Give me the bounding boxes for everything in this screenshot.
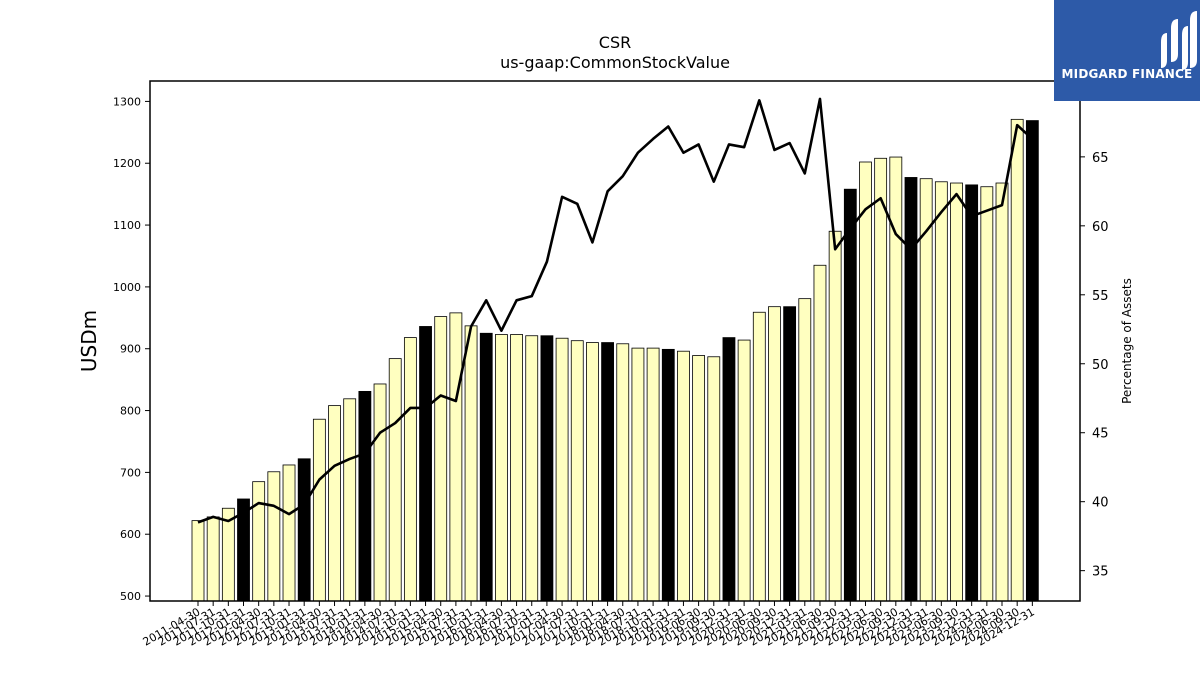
y-tick-label: 500 — [120, 590, 141, 603]
bar-group — [191, 118, 1039, 602]
y-tick-label: 900 — [120, 343, 141, 356]
y-tick-label: 1100 — [113, 219, 141, 232]
bar-2019-06-30 — [692, 355, 706, 602]
bar-2018-10-31 — [646, 347, 660, 602]
bar-2019-03-31 — [677, 350, 690, 602]
bar-2015-01-31 — [419, 326, 432, 602]
bar-2021-09-30 — [828, 230, 842, 602]
bar-2024-09-30 — [1010, 118, 1024, 602]
brand-name: MIDGARD FINANCE — [1061, 67, 1193, 81]
bar-2021-06-30 — [813, 264, 827, 602]
bar-2017-01-31 — [540, 335, 554, 602]
bar-2020-03-31 — [737, 339, 751, 602]
bar-2022-03-31 — [859, 161, 872, 602]
bar-2015-04-30 — [434, 316, 448, 602]
bar-2015-07-31 — [449, 312, 463, 602]
bar-2014-04-30 — [373, 383, 387, 602]
bar-2016-01-31 — [479, 332, 493, 602]
bar-2017-10-31 — [586, 342, 599, 602]
bar-2021-03-31 — [798, 298, 812, 602]
y2-axis-label: Percentage of Assets — [1120, 278, 1134, 404]
plot-frame — [149, 80, 1081, 602]
bar-2019-09-30 — [707, 356, 721, 602]
bar-2017-04-30 — [555, 337, 569, 602]
y2-tick-label: 40 — [1092, 496, 1109, 511]
y2-tick-label: 65 — [1092, 151, 1109, 166]
bar-2018-07-31 — [631, 347, 645, 602]
bar-2022-12-31 — [904, 177, 918, 602]
bar-2024-12-31 — [1025, 120, 1039, 602]
y-tick-label: 1000 — [113, 281, 141, 294]
bar-2024-03-31 — [980, 186, 994, 602]
bar-2016-10-31 — [525, 335, 539, 602]
bar-2014-10-31 — [403, 337, 417, 602]
bar-2023-09-30 — [950, 182, 963, 602]
bar-2014-07-31 — [388, 358, 402, 602]
brand-logo: MIDGARD FINANCE — [1054, 0, 1200, 101]
bar-2012-07-31 — [267, 471, 281, 602]
bar-2015-10-31 — [464, 325, 478, 602]
bar-2012-04-30 — [252, 481, 266, 602]
bar-2018-01-31 — [601, 342, 614, 602]
y-tick-label: 1200 — [113, 157, 141, 170]
bar-2023-06-30 — [934, 181, 948, 602]
y-tick-label: 600 — [120, 528, 141, 541]
x-axis: 2011-04-302011-07-312011-10-312012-01-31… — [141, 601, 1037, 649]
bar-2016-07-31 — [510, 334, 523, 602]
bar-2012-10-31 — [282, 464, 296, 602]
y2-tick-label: 50 — [1092, 358, 1109, 373]
y2-tick-label: 60 — [1092, 220, 1109, 235]
bar-2011-04-30 — [191, 520, 205, 602]
bar-2013-04-30 — [312, 418, 326, 602]
y2-tick-label: 35 — [1092, 565, 1109, 580]
line-group — [197, 97, 1034, 524]
y-tick-label: 700 — [120, 466, 141, 479]
bar-2013-10-31 — [343, 398, 357, 602]
bar-2020-06-30 — [752, 311, 766, 602]
right-axis: 35 40 45 50 55 60 65 — [1080, 151, 1109, 580]
bar-2021-12-31 — [843, 188, 857, 602]
bar-2016-04-30 — [494, 334, 508, 602]
bar-2024-06-30 — [995, 182, 1009, 602]
bar-2023-12-31 — [965, 184, 979, 602]
line-series-percentage-of-assets — [197, 97, 1034, 524]
bar-2017-07-31 — [570, 340, 584, 602]
bar-2011-07-31 — [206, 516, 220, 602]
bar-2014-01-31 — [358, 390, 372, 602]
y-axis-label: USDm — [77, 310, 101, 372]
y2-tick-label: 45 — [1092, 427, 1109, 442]
y-tick-label: 800 — [120, 405, 141, 418]
y-tick-label: 1300 — [113, 95, 141, 108]
bar-2019-12-31 — [722, 337, 736, 602]
bar-2022-06-30 — [874, 157, 888, 602]
midgard-logo-icon — [1161, 11, 1197, 70]
bar-2020-12-31 — [783, 306, 797, 602]
bar-2019-01-31 — [661, 348, 675, 602]
y2-tick-label: 55 — [1092, 289, 1109, 304]
bar-2013-07-31 — [328, 405, 341, 602]
bar-2018-04-30 — [616, 343, 630, 602]
bar-2023-03-31 — [919, 178, 933, 602]
chart-subtitle: us-gaap:CommonStockValue — [500, 53, 730, 72]
chart-title: CSR — [599, 33, 631, 52]
bar-2020-09-30 — [768, 306, 781, 602]
bar-2013-01-31 — [297, 458, 311, 602]
left-axis: 500 600 700 800 900 1000 1100 1200 1300 — [113, 95, 150, 603]
